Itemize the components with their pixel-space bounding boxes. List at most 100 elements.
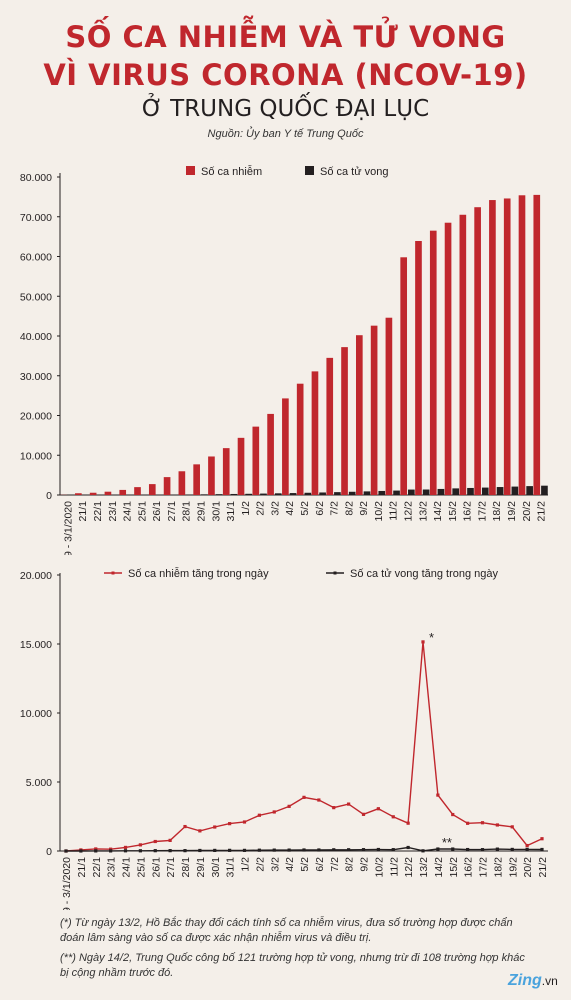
bar-death	[260, 493, 267, 495]
x-tick-label: 1/2	[240, 857, 252, 872]
x-tick-label: 11/2	[388, 857, 400, 877]
page-title-line1: SỐ CA NHIỄM VÀ TỬ VONG	[65, 20, 506, 54]
point-death	[451, 847, 455, 851]
bar-death	[289, 493, 297, 495]
x-tick-label: 22/1	[92, 501, 104, 522]
point-infected	[302, 795, 306, 799]
line-infected-daily	[65, 641, 543, 852]
point-infected	[451, 812, 455, 817]
page-title-line2: VÌ VIRUS CORONA (NCOV-19)	[43, 58, 528, 92]
legend-label: Số ca nhiễm	[201, 165, 262, 178]
point-death	[332, 848, 336, 852]
y-tick-label: 15.000	[20, 639, 52, 651]
zing-logo: Zing.vn	[508, 972, 558, 989]
x-tick-label: 6/2	[314, 501, 326, 516]
bar-death	[408, 489, 415, 495]
y-tick-label: 20.000	[20, 411, 52, 423]
x-tick-label: 20/2	[522, 857, 534, 878]
bar-death	[67, 495, 75, 496]
point-death	[540, 847, 544, 852]
point-death	[198, 848, 202, 853]
x-tick-label: 12/2	[403, 501, 415, 522]
bar-infected	[400, 257, 408, 495]
x-tick-label: 28/1	[181, 501, 193, 522]
bar-death	[511, 486, 519, 495]
point-infected	[287, 804, 291, 808]
point-infected	[198, 829, 202, 833]
x-tick-label: 20/2	[521, 501, 533, 522]
bar-infected	[429, 230, 437, 495]
x-tick-label: 5/2	[299, 857, 311, 872]
x-tick-label: 16/2	[463, 857, 475, 878]
bar-death	[186, 494, 193, 495]
point-death	[64, 849, 68, 853]
cumulative-bar-chart: 0 10.000 20.000 30.000 40.000 50.000 60.000 70.…	[20, 165, 548, 555]
x-tick-label: 19/2	[507, 857, 519, 878]
bar-infected	[237, 437, 245, 495]
point-infected	[109, 847, 113, 851]
point-death	[168, 849, 172, 853]
y-tick-label: 20.000	[20, 570, 52, 582]
point-death	[421, 849, 425, 853]
point-infected	[213, 825, 217, 829]
annotation-mark: **	[442, 835, 452, 850]
point-death	[347, 848, 351, 852]
bar-infected	[311, 371, 319, 495]
x-tick-label: 14/2	[432, 501, 444, 522]
y-tick-label: 0	[46, 846, 52, 858]
x-tick-label: 14/2	[433, 857, 445, 878]
point-death	[525, 847, 529, 851]
x-tick-label: 2/2	[255, 501, 267, 516]
bar-infected	[178, 471, 186, 495]
point-infected	[525, 843, 529, 848]
bar-infected	[326, 357, 334, 495]
point-infected	[421, 640, 425, 644]
x-tick-label: 30/1	[210, 857, 222, 878]
x-tick-label: 21/1	[76, 857, 88, 878]
y-tick-label: 30.000	[20, 371, 52, 383]
bar-infected	[104, 491, 112, 495]
bar-infected	[163, 477, 171, 495]
point-infected	[436, 793, 440, 797]
page-subtitle: Ở TRUNG QUỐC ĐẠI LỤC	[141, 96, 430, 122]
bar-death	[127, 494, 134, 496]
point-death	[183, 849, 187, 853]
x-tick-label: 17/2	[478, 857, 490, 878]
point-death	[510, 847, 514, 852]
x-tick-label: 27/1	[166, 501, 178, 522]
x-tick-label: 27/1	[165, 857, 177, 878]
x-tick-label: 30/1	[210, 501, 222, 522]
x-tick-label: 18/2	[491, 501, 503, 522]
bar-infected	[474, 207, 481, 495]
x-tick-label: 15/2	[447, 501, 459, 522]
bar-death	[363, 491, 371, 495]
point-infected	[495, 823, 499, 827]
source-note: Nguồn: Ủy ban Y tế Trung Quốc	[207, 128, 364, 140]
point-infected	[466, 821, 470, 825]
legend-swatch	[305, 166, 314, 175]
legend-swatch	[186, 166, 195, 175]
x-tick-label: 24/1	[121, 857, 133, 878]
x-tick-label: 9/2	[359, 857, 371, 872]
point-death	[213, 848, 217, 853]
point-infected	[123, 845, 128, 850]
bar-death	[393, 490, 400, 495]
x-tick-label: 10/2	[373, 501, 385, 522]
point-death	[466, 847, 470, 852]
bar-infected	[370, 325, 378, 495]
bar-death	[245, 493, 253, 495]
bar-death	[348, 491, 356, 495]
point-death	[153, 849, 157, 853]
legend-label: Số ca nhiễm tăng trong ngày	[128, 567, 269, 580]
y-tick-label: 40.000	[20, 331, 52, 343]
point-death	[406, 845, 410, 850]
bar-death	[422, 489, 430, 495]
bar-death	[112, 494, 119, 496]
x-tick-label: 31/1	[225, 501, 237, 522]
legend-label: Số ca tử vong	[320, 166, 389, 178]
point-infected	[94, 847, 98, 851]
x-tick-label: 10/2	[373, 857, 385, 878]
point-death	[79, 849, 83, 853]
bar-death	[334, 492, 341, 495]
point-infected	[510, 825, 514, 829]
